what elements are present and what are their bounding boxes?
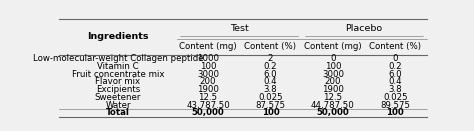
Text: Placebo: Placebo <box>346 24 383 33</box>
Text: Content (mg): Content (mg) <box>179 42 237 51</box>
Text: Flavor mix: Flavor mix <box>95 77 141 86</box>
Text: 50,000: 50,000 <box>191 108 224 117</box>
Text: 1900: 1900 <box>197 85 219 94</box>
Text: Content (%): Content (%) <box>245 42 296 51</box>
Text: 200: 200 <box>200 77 216 86</box>
Text: Total: Total <box>106 108 130 117</box>
Text: Water: Water <box>105 101 131 110</box>
Text: 0: 0 <box>392 54 398 63</box>
Text: 44,787.50: 44,787.50 <box>311 101 355 110</box>
Text: Ingredients: Ingredients <box>87 32 149 41</box>
Text: 100: 100 <box>325 62 341 71</box>
Text: 3000: 3000 <box>197 70 219 79</box>
Text: 0.025: 0.025 <box>258 93 283 102</box>
Text: 12.5: 12.5 <box>199 93 218 102</box>
Text: 50,000: 50,000 <box>317 108 349 117</box>
Text: 100: 100 <box>200 62 216 71</box>
Text: 12.5: 12.5 <box>323 93 343 102</box>
Text: Fruit concentrate mix: Fruit concentrate mix <box>72 70 164 79</box>
Text: 87.575: 87.575 <box>255 101 285 110</box>
Text: Excipients: Excipients <box>96 85 140 94</box>
Text: Test: Test <box>230 24 249 33</box>
Text: 6.0: 6.0 <box>389 70 402 79</box>
Text: 2: 2 <box>268 54 273 63</box>
Text: 100: 100 <box>262 108 279 117</box>
Text: Vitamin C: Vitamin C <box>97 62 139 71</box>
Text: 89.575: 89.575 <box>380 101 410 110</box>
Text: 0.4: 0.4 <box>264 77 277 86</box>
Text: 0: 0 <box>330 54 336 63</box>
Text: 0.2: 0.2 <box>264 62 277 71</box>
Text: 0.2: 0.2 <box>389 62 402 71</box>
Text: 0.025: 0.025 <box>383 93 408 102</box>
Text: 43,787.50: 43,787.50 <box>186 101 230 110</box>
Text: 200: 200 <box>325 77 341 86</box>
Text: 1000: 1000 <box>197 54 219 63</box>
Text: 3000: 3000 <box>322 70 344 79</box>
Text: Low-molecular-weight Collagen peptide: Low-molecular-weight Collagen peptide <box>33 54 203 63</box>
Text: Content (mg): Content (mg) <box>304 42 362 51</box>
Text: Sweetener: Sweetener <box>95 93 141 102</box>
Text: 6.0: 6.0 <box>264 70 277 79</box>
Text: Content (%): Content (%) <box>369 42 421 51</box>
Text: 100: 100 <box>386 108 404 117</box>
Text: 0.4: 0.4 <box>389 77 402 86</box>
Text: 3.8: 3.8 <box>264 85 277 94</box>
Text: 1900: 1900 <box>322 85 344 94</box>
Text: 3.8: 3.8 <box>389 85 402 94</box>
